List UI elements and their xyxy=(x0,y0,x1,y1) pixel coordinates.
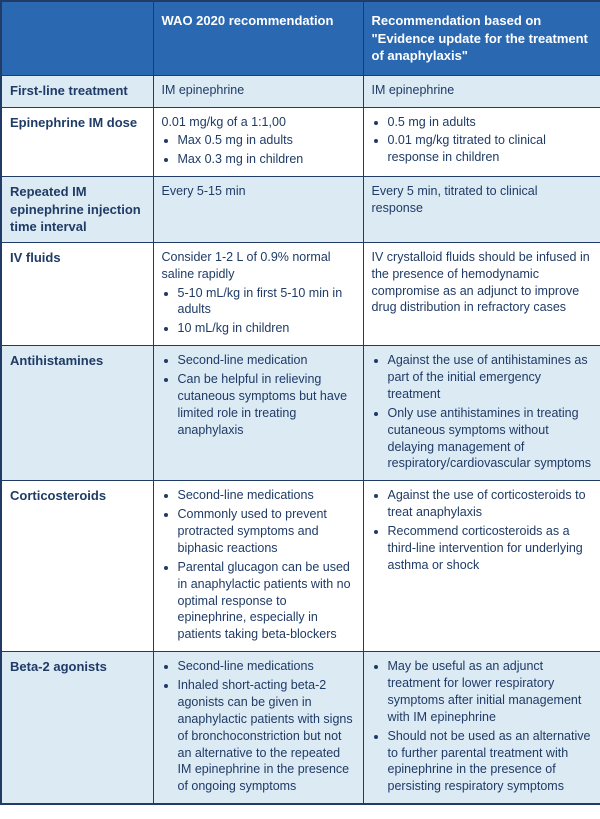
bullet-item: Can be helpful in relieving cutaneous sy… xyxy=(178,371,355,439)
cell-lead: Every 5-15 min xyxy=(162,183,355,200)
bullet-item: Second-line medication xyxy=(178,352,355,369)
table-cell: IM epinephrine xyxy=(153,75,363,107)
cell-bullets: May be useful as an adjunct treatment fo… xyxy=(372,658,593,795)
row-label: Corticosteroids xyxy=(1,481,153,652)
row-label: Beta-2 agonists xyxy=(1,652,153,805)
table-cell: Consider 1-2 L of 0.9% normal saline rap… xyxy=(153,242,363,345)
row-label: Antihistamines xyxy=(1,346,153,481)
table-cell: Second-line medications Commonly used to … xyxy=(153,481,363,652)
bullet-item: Max 0.3 mg in children xyxy=(178,151,355,168)
bullet-item: Should not be used as an alternative to … xyxy=(388,728,593,796)
comparison-table: WAO 2020 recommendation Recommendation b… xyxy=(0,0,600,805)
table-cell: Second-line medications Inhaled short-act… xyxy=(153,652,363,805)
bullet-item: Commonly used to prevent protracted symp… xyxy=(178,506,355,557)
cell-bullets: Second-line medication Can be helpful in … xyxy=(162,352,355,438)
cell-lead: Consider 1-2 L of 0.9% normal saline rap… xyxy=(162,249,355,283)
cell-bullets: 5-10 mL/kg in first 5-10 min in adults10… xyxy=(162,285,355,338)
table-container: WAO 2020 recommendation Recommendation b… xyxy=(0,0,600,805)
bullet-item: Second-line medications xyxy=(178,658,355,675)
table-row: Epinephrine IM dose0.01 mg/kg of a 1:1,0… xyxy=(1,107,600,177)
bullet-item: Inhaled short-acting beta-2 agonists can… xyxy=(178,677,355,795)
cell-bullets: Against the use of corticosteroids to tr… xyxy=(372,487,593,573)
row-label: First-line treatment xyxy=(1,75,153,107)
bullet-item: 10 mL/kg in children xyxy=(178,320,355,337)
bullet-item: 5-10 mL/kg in first 5-10 min in adults xyxy=(178,285,355,319)
table-cell: Against the use of corticosteroids to tr… xyxy=(363,481,600,652)
cell-bullets: Second-line medications Commonly used to … xyxy=(162,487,355,643)
bullet-item: May be useful as an adjunct treatment fo… xyxy=(388,658,593,726)
table-cell: IM epinephrine xyxy=(363,75,600,107)
bullet-item: 0.5 mg in adults xyxy=(388,114,593,131)
row-label: Epinephrine IM dose xyxy=(1,107,153,177)
cell-lead: Every 5 min, titrated to clinical respon… xyxy=(372,183,593,217)
table-row: First-line treatment IM epinephrine IM epi… xyxy=(1,75,600,107)
table-cell: IV crystalloid fluids should be infused … xyxy=(363,242,600,345)
bullet-item: Second-line medications xyxy=(178,487,355,504)
table-cell: Against the use of antihistamines as par… xyxy=(363,346,600,481)
cell-bullets: Second-line medications Inhaled short-act… xyxy=(162,658,355,795)
cell-lead: 0.01 mg/kg of a 1:1,00 xyxy=(162,114,355,131)
header-row: WAO 2020 recommendation Recommendation b… xyxy=(1,1,600,75)
bullet-item: Recommend corticosteroids as a third-lin… xyxy=(388,523,593,574)
table-row: Beta-2 agonists Second-line medications In… xyxy=(1,652,600,805)
table-row: Antihistamines Second-line medication Can … xyxy=(1,346,600,481)
table-row: Repeated IM epinephrine injection time i… xyxy=(1,177,600,243)
table-cell: Second-line medication Can be helpful in … xyxy=(153,346,363,481)
table-cell: Every 5-15 min xyxy=(153,177,363,243)
cell-lead: IM epinephrine xyxy=(162,82,355,99)
table-cell: 0.01 mg/kg of a 1:1,00Max 0.5 mg in adul… xyxy=(153,107,363,177)
table-cell: May be useful as an adjunct treatment fo… xyxy=(363,652,600,805)
cell-bullets: Against the use of antihistamines as par… xyxy=(372,352,593,472)
table-cell: 0.5 mg in adults0.01 mg/kg titrated to c… xyxy=(363,107,600,177)
row-label: Repeated IM epinephrine injection time i… xyxy=(1,177,153,243)
bullet-item: Against the use of corticosteroids to tr… xyxy=(388,487,593,521)
bullet-item: Parental glucagon can be used in anaphyl… xyxy=(178,559,355,643)
table-row: IV fluids Consider 1-2 L of 0.9% normal s… xyxy=(1,242,600,345)
bullet-item: Max 0.5 mg in adults xyxy=(178,132,355,149)
table-body: First-line treatment IM epinephrine IM epi… xyxy=(1,75,600,804)
header-empty xyxy=(1,1,153,75)
cell-lead: IV crystalloid fluids should be infused … xyxy=(372,249,593,317)
bullet-item: 0.01 mg/kg titrated to clinical response… xyxy=(388,132,593,166)
cell-bullets: Max 0.5 mg in adults Max 0.3 mg in childr… xyxy=(162,132,355,168)
header-evidence: Recommendation based on "Evidence update… xyxy=(363,1,600,75)
header-wao: WAO 2020 recommendation xyxy=(153,1,363,75)
row-label: IV fluids xyxy=(1,242,153,345)
cell-lead: IM epinephrine xyxy=(372,82,593,99)
table-cell: Every 5 min, titrated to clinical respon… xyxy=(363,177,600,243)
bullet-item: Only use antihistamines in treating cuta… xyxy=(388,405,593,473)
cell-bullets: 0.5 mg in adults0.01 mg/kg titrated to c… xyxy=(372,114,593,167)
bullet-item: Against the use of antihistamines as par… xyxy=(388,352,593,403)
table-row: Corticosteroids Second-line medications Co… xyxy=(1,481,600,652)
